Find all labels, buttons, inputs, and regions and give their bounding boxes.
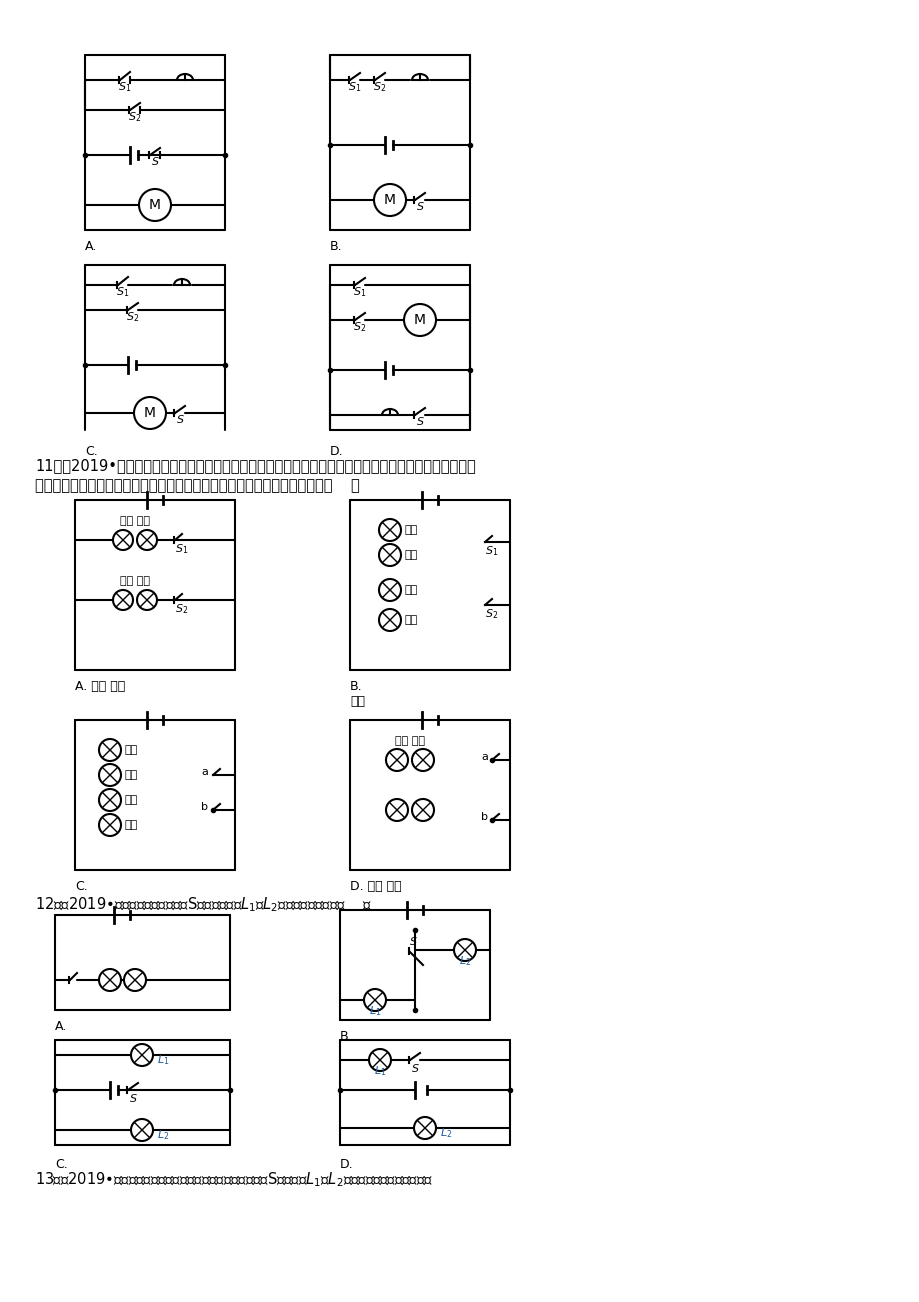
- Text: $S_1$: $S_1$: [353, 285, 367, 298]
- Text: $S_2$: $S_2$: [373, 79, 386, 94]
- Text: $L_1$: $L_1$: [373, 1064, 386, 1078]
- Text: $S_2$: $S_2$: [353, 320, 366, 333]
- Text: $L_2$: $L_2$: [157, 1128, 169, 1142]
- Text: 左前: 左前: [404, 525, 418, 535]
- Text: $S_2$: $S_2$: [126, 310, 140, 324]
- Text: 左后: 左后: [404, 549, 418, 560]
- Text: A.: A.: [55, 1019, 67, 1032]
- Text: $L_1$: $L_1$: [157, 1053, 169, 1066]
- Text: 右前 右后: 右前 右后: [119, 575, 150, 586]
- Text: $S_2$: $S_2$: [485, 607, 498, 621]
- Text: $S$: $S$: [176, 413, 184, 424]
- Text: C.: C.: [85, 445, 97, 458]
- Text: C.: C.: [55, 1157, 68, 1170]
- Text: b: b: [481, 812, 488, 822]
- Text: B.: B.: [330, 240, 342, 253]
- Text: $L_2$: $L_2$: [439, 1126, 452, 1139]
- Text: M: M: [383, 193, 395, 207]
- Text: D. 右前 右后: D. 右前 右后: [349, 880, 402, 893]
- Text: 左前 左后: 左前 左后: [394, 736, 425, 746]
- Text: $L_1$: $L_1$: [369, 1004, 380, 1018]
- Text: 12．（2019•广安）如图所示，开关S闭合时，灯泡$L_1$、$L_2$组成并联电路的是（    ）: 12．（2019•广安）如图所示，开关S闭合时，灯泡$L_1$、$L_2$组成并…: [35, 894, 371, 914]
- Text: a: a: [201, 767, 209, 777]
- Text: 右后: 右后: [349, 695, 365, 708]
- Text: B.: B.: [349, 680, 362, 693]
- Text: 右前: 右前: [404, 585, 418, 595]
- Text: $S$: $S$: [129, 1092, 137, 1104]
- Text: $S$: $S$: [415, 415, 424, 427]
- Text: $S$: $S$: [408, 935, 417, 947]
- Text: C.: C.: [75, 880, 87, 893]
- Text: $S_1$: $S_1$: [348, 79, 361, 94]
- Text: 出现在操作转向开关时左、右转向灯同时亮的情况。下列设计中最合理的是（    ）: 出现在操作转向开关时左、右转向灯同时亮的情况。下列设计中最合理的是（ ）: [35, 478, 359, 493]
- Text: $S_1$: $S_1$: [116, 285, 130, 298]
- Text: 左前 左后: 左前 左后: [119, 516, 150, 526]
- Text: M: M: [144, 406, 156, 421]
- Text: b: b: [201, 802, 209, 812]
- Text: D.: D.: [330, 445, 344, 458]
- Text: 左前: 左前: [125, 745, 138, 755]
- Text: A. 右前 右后: A. 右前 右后: [75, 680, 125, 693]
- Text: $S$: $S$: [415, 201, 424, 212]
- Text: $S$: $S$: [410, 1062, 419, 1074]
- Text: 11．（2019•眉山）在汽车转向灯电路中，要求左转弯时只能左转向灯亮，右转弯时只能右转向灯亮，不能: 11．（2019•眉山）在汽车转向灯电路中，要求左转弯时只能左转向灯亮，右转弯时…: [35, 458, 475, 473]
- Text: $S_2$: $S_2$: [176, 602, 188, 616]
- Text: M: M: [149, 198, 161, 212]
- Text: $S_2$: $S_2$: [129, 109, 142, 124]
- Text: a: a: [481, 753, 488, 762]
- Text: 右前: 右前: [125, 796, 138, 805]
- Text: A.: A.: [85, 240, 97, 253]
- Text: $S_1$: $S_1$: [119, 79, 131, 94]
- Text: D.: D.: [340, 1157, 353, 1170]
- Text: 13．（2019•达州）如图所示，甲、乙均为理想电表，当开关S闭合后灯$L_1$、$L_2$都能发光，下列说法中正确: 13．（2019•达州）如图所示，甲、乙均为理想电表，当开关S闭合后灯$L_1$…: [35, 1170, 433, 1189]
- Text: $S_1$: $S_1$: [485, 544, 498, 557]
- Text: 左后: 左后: [125, 769, 138, 780]
- Text: 右后: 右后: [125, 820, 138, 829]
- Text: $L_2$: $L_2$: [459, 954, 471, 967]
- Text: 右后: 右后: [404, 615, 418, 625]
- Text: M: M: [414, 312, 425, 327]
- Text: $S_1$: $S_1$: [176, 542, 188, 556]
- Text: $S$: $S$: [151, 155, 159, 167]
- Text: B.: B.: [340, 1030, 352, 1043]
